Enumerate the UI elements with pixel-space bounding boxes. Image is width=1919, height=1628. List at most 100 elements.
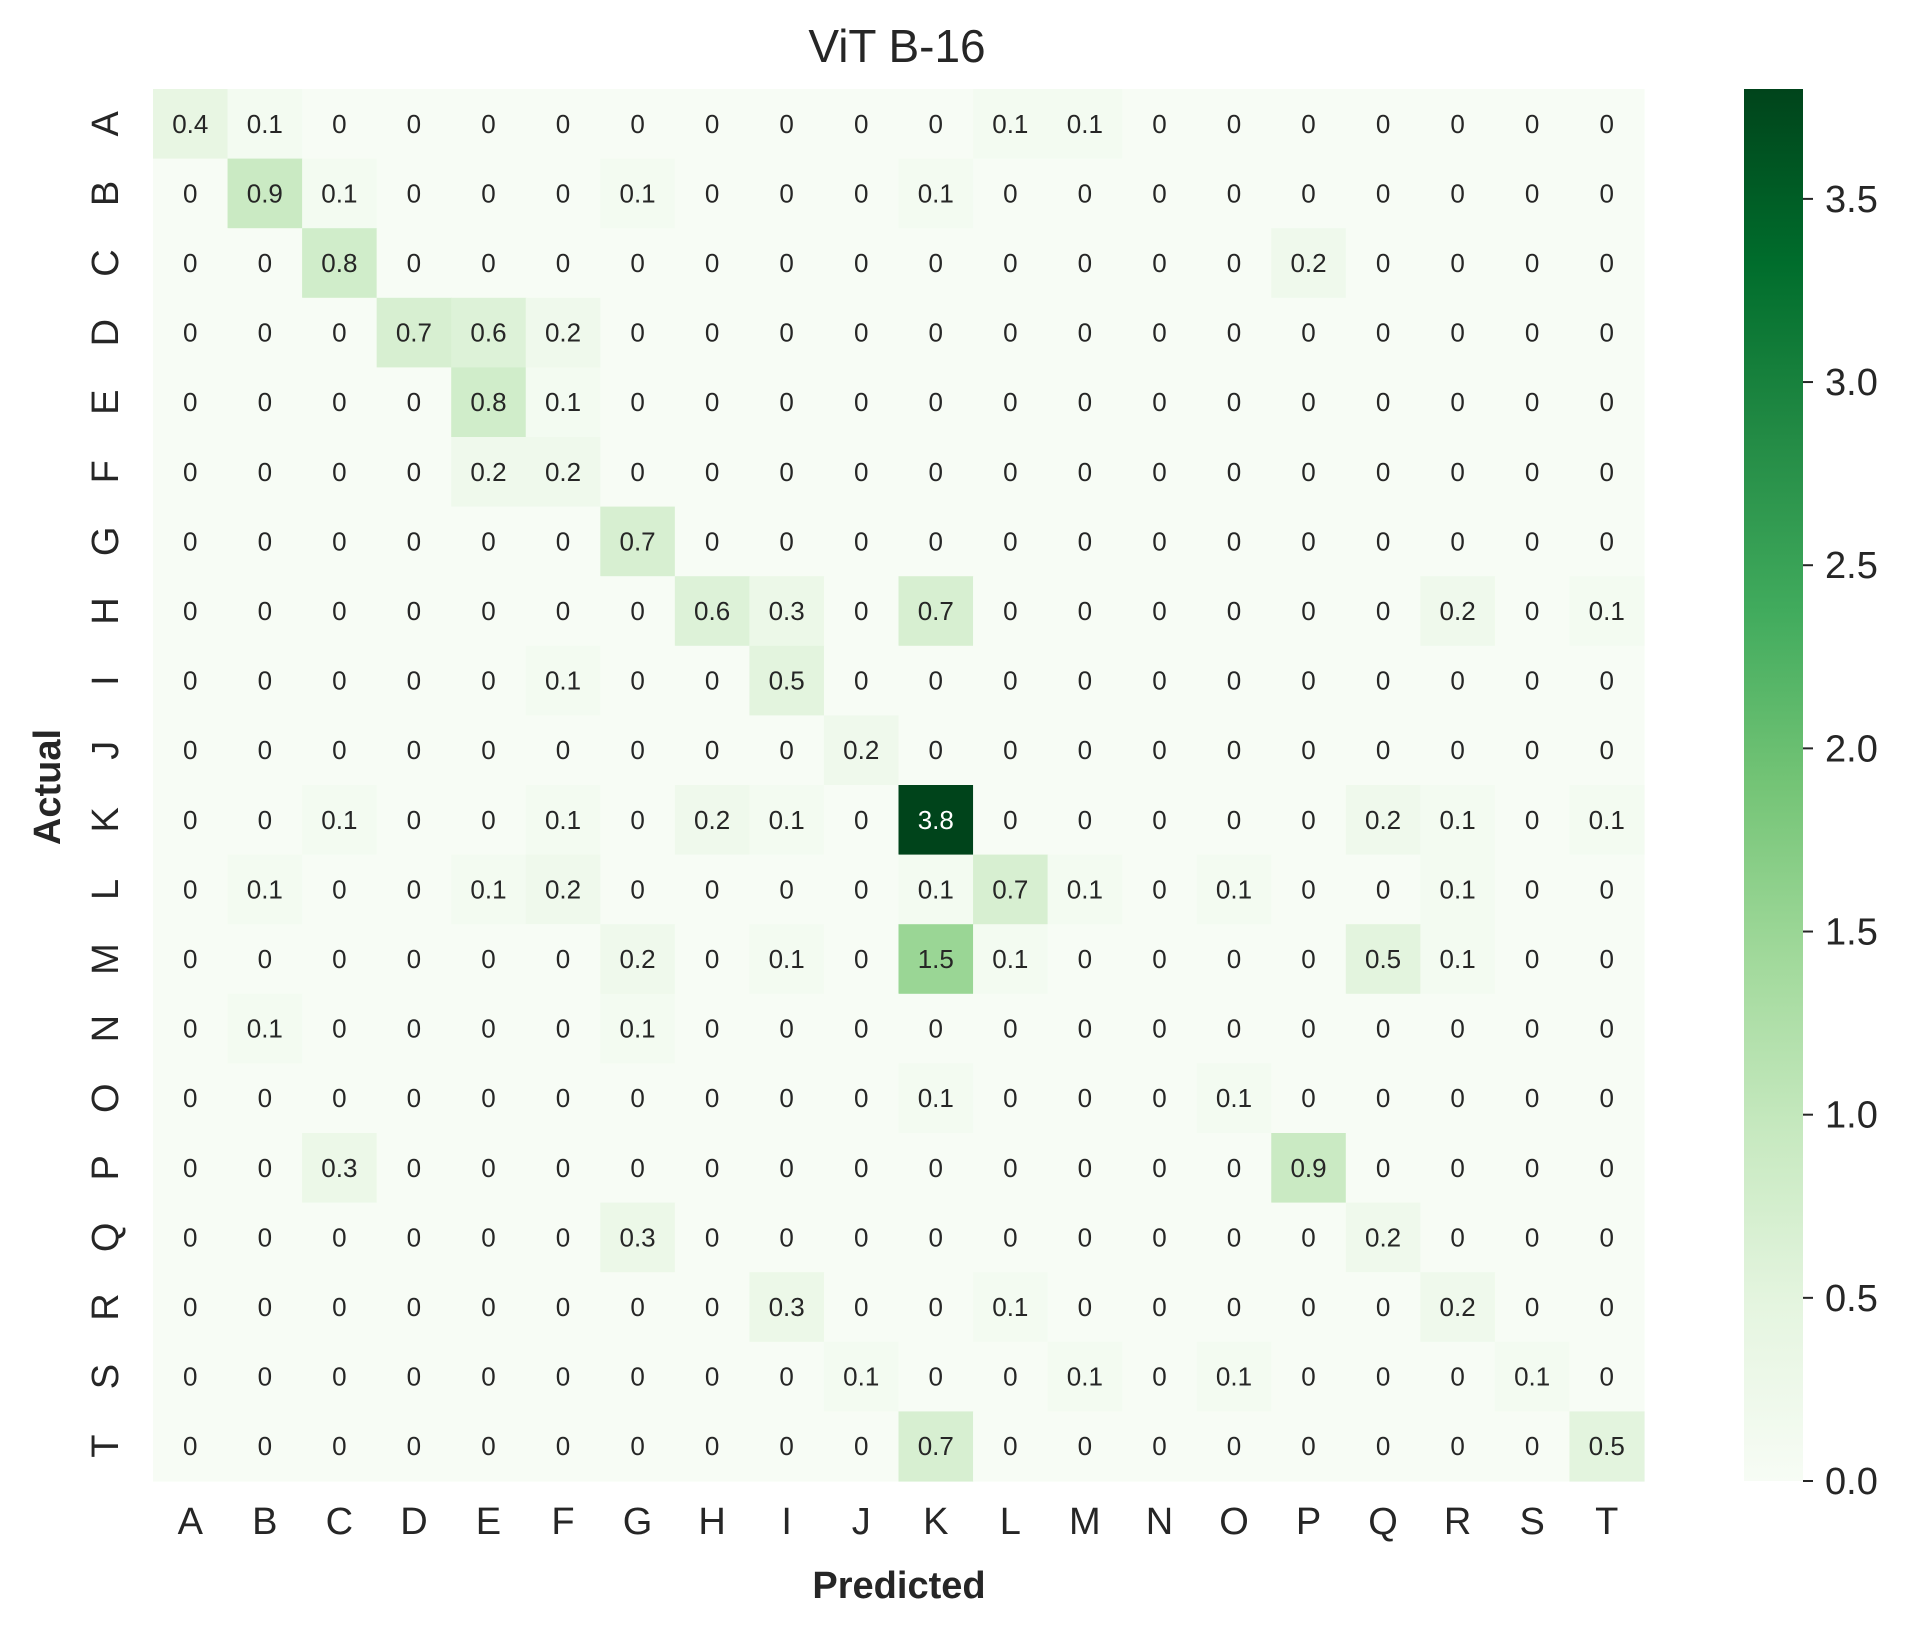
heatmap-cell <box>1420 854 1496 925</box>
heatmap-cell <box>1345 228 1421 299</box>
heatmap-cell <box>1271 924 1347 995</box>
cell-value-label: 0 <box>630 109 644 139</box>
heatmap-cell <box>600 645 676 716</box>
cell-value-label: 0 <box>1376 1362 1390 1392</box>
cell-value-label: 0 <box>481 666 495 696</box>
heatmap-cell <box>1420 89 1496 160</box>
cell-value-label: 0 <box>332 735 346 765</box>
heatmap-cell <box>376 993 452 1064</box>
cell-value-label: 0 <box>1078 735 1092 765</box>
cell-value-label: 0 <box>1450 526 1464 556</box>
cell-value-label: 0 <box>705 1083 719 1113</box>
cell-value-label: 0.1 <box>545 387 581 417</box>
heatmap-cell <box>1271 89 1347 160</box>
heatmap-cell <box>302 1272 378 1343</box>
heatmap-cell <box>823 506 900 577</box>
heatmap-cell <box>898 1272 974 1343</box>
cell-value-label: 0.1 <box>247 109 283 139</box>
x-tick-label: T <box>1595 1501 1618 1543</box>
cell-value-label: 0 <box>1525 1292 1539 1322</box>
heatmap-cell <box>1122 576 1198 647</box>
cell-value-label: 0 <box>779 248 793 278</box>
cell-value-label: 0.2 <box>470 457 506 487</box>
heatmap-cell <box>376 506 452 577</box>
cell-value-label: 0 <box>407 109 421 139</box>
cell-value-label: 0 <box>1450 109 1464 139</box>
cell-value-label: 0 <box>1152 944 1166 974</box>
cell-value-label: 0.1 <box>1216 1362 1252 1392</box>
heatmap-cell <box>1122 924 1198 995</box>
heatmap-cell <box>525 437 601 508</box>
cell-value-label: 0 <box>556 1362 570 1392</box>
cell-value-label: 0 <box>854 874 868 904</box>
cell-value-label: 0 <box>1227 318 1241 348</box>
heatmap-cell <box>898 854 974 925</box>
heatmap-cell <box>525 297 601 368</box>
heatmap-cell <box>1345 785 1421 856</box>
heatmap-cell <box>674 924 750 995</box>
cell-value-label: 0.1 <box>1440 874 1476 904</box>
heatmap-cell <box>153 89 229 160</box>
heatmap-cell <box>1196 89 1272 160</box>
cell-value-label: 0 <box>705 457 719 487</box>
cell-value-label: 0 <box>1003 1362 1017 1392</box>
cell-value-label: 0 <box>1301 318 1315 348</box>
heatmap-cell <box>973 1272 1049 1343</box>
cell-value-label: 0.1 <box>992 109 1028 139</box>
heatmap-cell <box>227 506 303 577</box>
cell-value-label: 0 <box>332 1362 346 1392</box>
cell-value-label: 0 <box>854 248 868 278</box>
heatmap-cell <box>1196 993 1272 1064</box>
heatmap-cell <box>973 1341 1049 1412</box>
cell-value-label: 0 <box>407 178 421 208</box>
y-tick-label: E <box>85 390 127 415</box>
heatmap-cell <box>1047 89 1123 160</box>
cell-value-label: 0 <box>1078 1083 1092 1113</box>
y-tick-label: I <box>85 675 127 686</box>
colorbar-tick-label: 1.0 <box>1825 1095 1878 1137</box>
colorbar-tick-label: 3.0 <box>1825 362 1878 404</box>
cell-value-label: 0 <box>1227 1222 1241 1252</box>
cell-value-label: 0 <box>556 178 570 208</box>
cell-value-label: 0 <box>854 805 868 835</box>
cell-value-label: 0 <box>258 1292 272 1322</box>
heatmap-cell <box>1345 506 1421 577</box>
cell-value-label: 0 <box>332 1431 346 1461</box>
cell-value-label: 0 <box>1078 526 1092 556</box>
cell-value-label: 0 <box>779 1014 793 1044</box>
cell-value-label: 0 <box>556 735 570 765</box>
heatmap-cell <box>600 1411 676 1482</box>
heatmap-cell <box>1345 1272 1421 1343</box>
colorbar: 0.0 0.5 1.0 1.5 2.0 2.5 3.0 3.5 <box>1744 89 1878 1503</box>
cell-value-label: 0.2 <box>1365 1222 1401 1252</box>
cell-value-label: 0 <box>1003 318 1017 348</box>
heatmap-cell <box>525 1272 601 1343</box>
cell-value-label: 0 <box>481 1431 495 1461</box>
cell-value-label: 0 <box>1301 1362 1315 1392</box>
heatmap-cell <box>227 1133 303 1204</box>
heatmap-cell <box>302 367 378 438</box>
cell-value-label: 0 <box>1152 1014 1166 1044</box>
cell-value-label: 0 <box>705 248 719 278</box>
heatmap-cell <box>973 993 1049 1064</box>
heatmap-cell <box>1345 854 1421 925</box>
y-tick-label: B <box>85 181 127 206</box>
x-tick-label: Q <box>1368 1501 1398 1543</box>
cell-value-label: 0 <box>481 178 495 208</box>
cell-value-label: 0.7 <box>918 1431 954 1461</box>
cell-value-label: 0 <box>1003 1431 1017 1461</box>
heatmap-cell <box>749 89 825 160</box>
heatmap-cell <box>898 576 974 647</box>
heatmap-cell <box>600 854 676 925</box>
cell-value-label: 0 <box>630 387 644 417</box>
cell-value-label: 0 <box>1301 457 1315 487</box>
y-tick-label: H <box>85 597 127 624</box>
cell-value-label: 0 <box>183 666 197 696</box>
heatmap-cell <box>153 715 229 786</box>
x-tick-label: F <box>551 1501 574 1543</box>
heatmap-cell <box>1047 1202 1123 1273</box>
heatmap-cell <box>973 785 1049 856</box>
heatmap-cell <box>1569 506 1645 577</box>
cell-value-label: 0.1 <box>247 1014 283 1044</box>
heatmap-cell <box>1271 367 1347 438</box>
